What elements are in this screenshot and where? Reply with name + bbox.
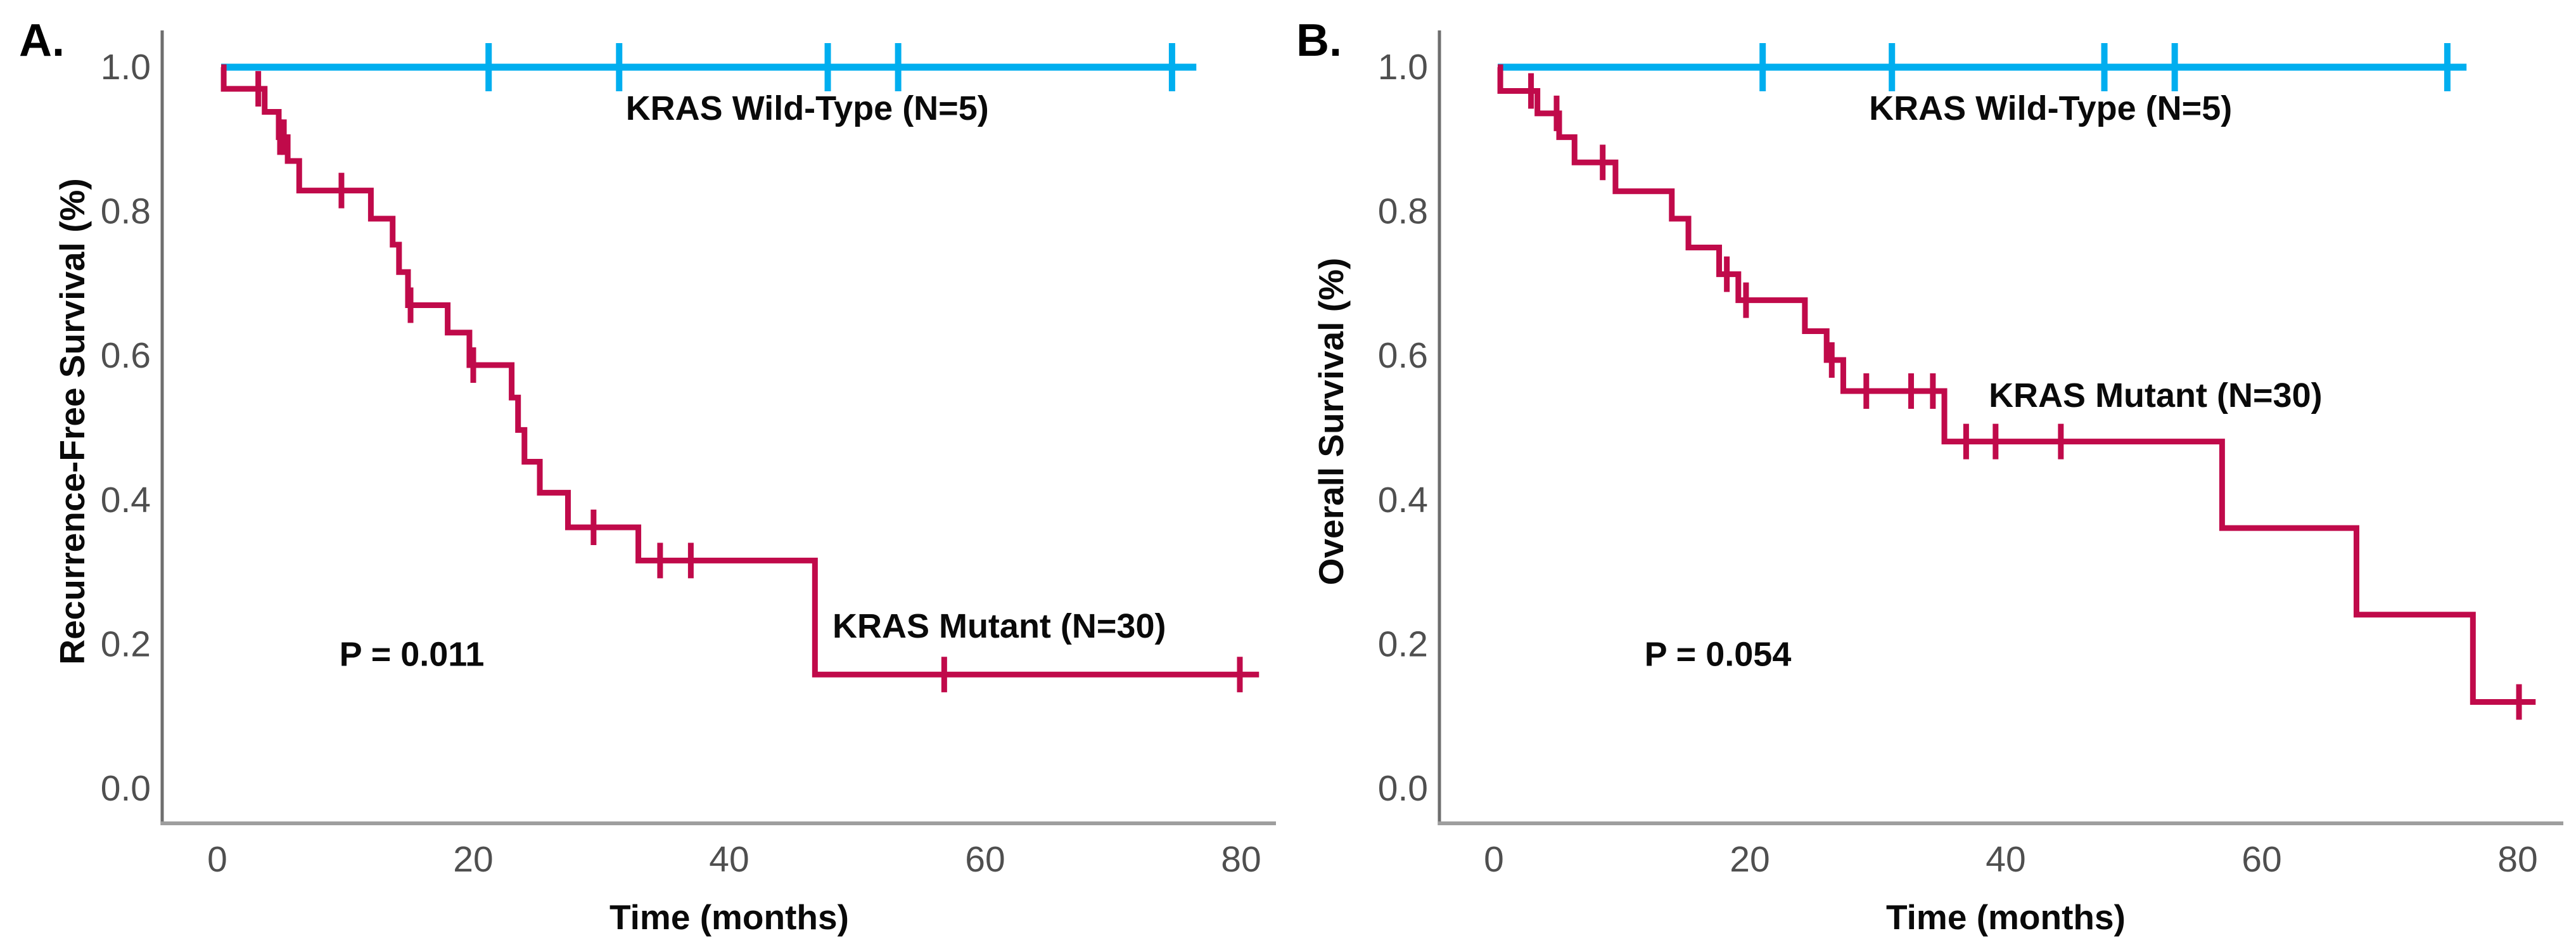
series-label-wildtype: KRAS Wild-Type (N=5) xyxy=(626,89,989,127)
x-tick-label: 0 xyxy=(207,839,227,880)
x-tick-label: 40 xyxy=(1986,839,2025,880)
series-label-wildtype: KRAS Wild-Type (N=5) xyxy=(1869,89,2232,127)
x-tick-label: 20 xyxy=(453,839,493,880)
panel-letter: B. xyxy=(1296,15,1342,66)
series-label-mutant: KRAS Mutant (N=30) xyxy=(1989,376,2323,415)
x-tick-label: 80 xyxy=(2497,839,2537,880)
panel-a: A. 0.0 0.2 0.4 0.6 0.8 1.0 0 20 40 60 80 Recurrence-… xyxy=(19,15,1276,937)
panel-b: B. 0.0 0.2 0.4 0.6 0.8 1.0 0 20 40 60 80 Overall Sur… xyxy=(1296,15,2563,937)
x-tick-label: 20 xyxy=(1730,839,1769,880)
x-axis-title: Time (months) xyxy=(609,897,849,937)
x-tick-label: 60 xyxy=(2241,839,2281,880)
p-value-label: P = 0.011 xyxy=(340,635,485,673)
y-axis-title: Recurrence-Free Survival (%) xyxy=(53,178,92,664)
panel-letter: A. xyxy=(19,15,65,66)
y-tick-label: 0.2 xyxy=(101,624,151,664)
x-tick-label: 60 xyxy=(965,839,1005,880)
y-tick-label: 0.6 xyxy=(101,335,151,376)
x-tick-label: 40 xyxy=(709,839,749,880)
y-tick-label: 0.6 xyxy=(1378,335,1428,376)
y-tick-label: 0.2 xyxy=(1378,624,1428,664)
y-tick-label: 0.8 xyxy=(1378,191,1428,232)
censor-marks-wildtype xyxy=(1759,43,2451,91)
y-tick-label: 0.8 xyxy=(101,191,151,232)
y-tick-label: 1.0 xyxy=(101,47,151,87)
y-tick-label: 0.0 xyxy=(1378,768,1428,809)
x-tick-label: 0 xyxy=(1484,839,1504,880)
y-tick-label: 0.4 xyxy=(101,480,151,520)
x-tick-label: 80 xyxy=(1221,839,1261,880)
y-tick-label: 0.0 xyxy=(101,768,151,809)
censor-marks-wildtype xyxy=(485,43,1175,91)
censor-marks-mutant xyxy=(1528,73,2522,720)
x-axis-title: Time (months) xyxy=(1886,897,2126,937)
p-value-label: P = 0.054 xyxy=(1645,635,1792,673)
y-axis-title: Overall Survival (%) xyxy=(1311,258,1351,586)
series-label-mutant: KRAS Mutant (N=30) xyxy=(832,607,1166,645)
y-tick-label: 1.0 xyxy=(1378,47,1428,87)
y-tick-label: 0.4 xyxy=(1378,480,1428,520)
km-curve-mutant xyxy=(220,64,1259,678)
censor-marks-mutant xyxy=(255,71,1243,693)
